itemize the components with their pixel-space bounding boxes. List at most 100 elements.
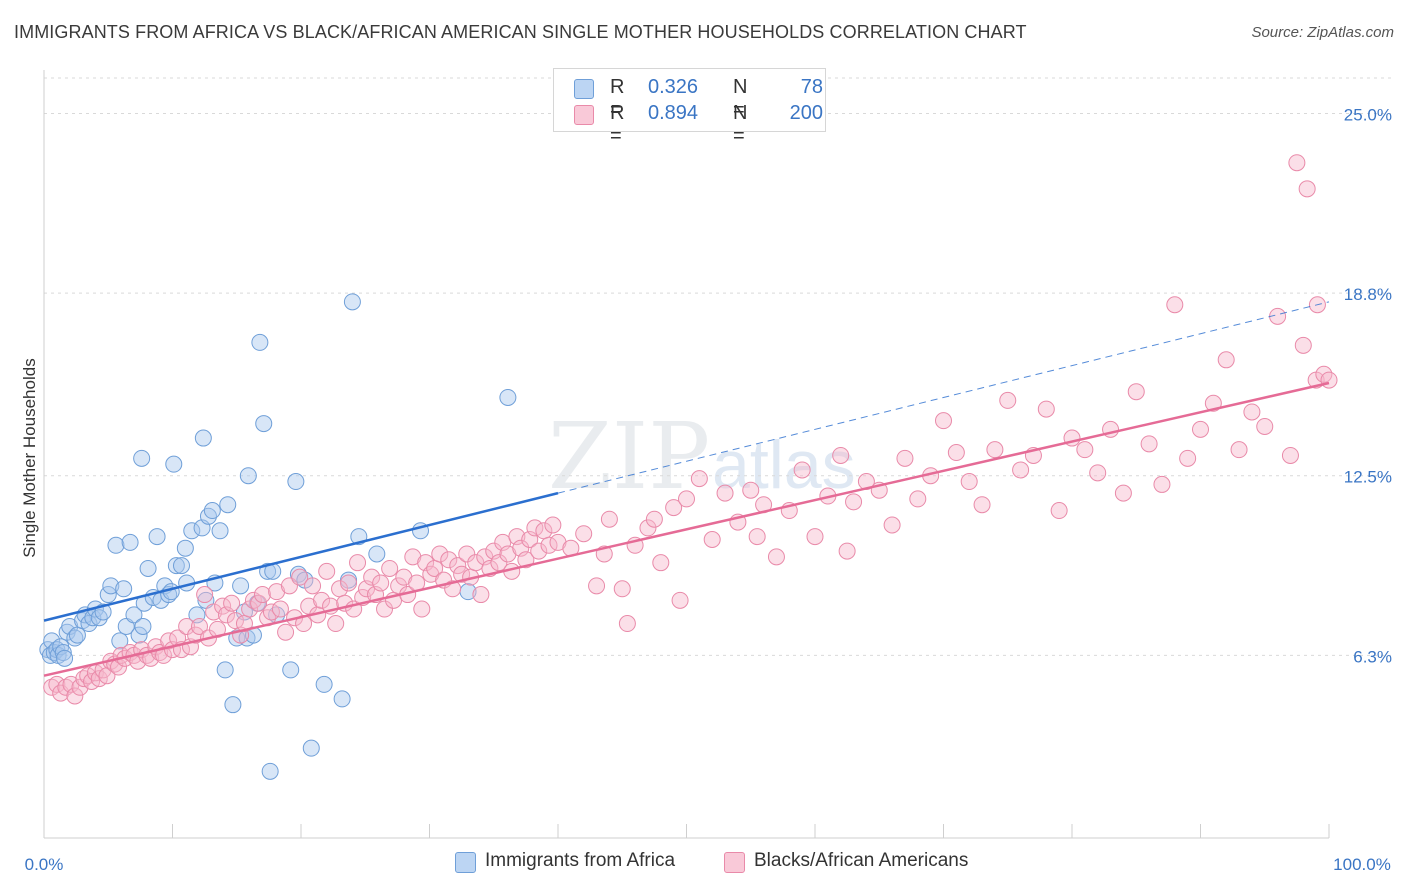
data-point-immigrants <box>139 559 157 577</box>
data-point-blacks <box>703 530 721 548</box>
trend-line-blacks <box>43 381 1330 677</box>
data-point-immigrants <box>165 455 183 473</box>
data-point-blacks <box>196 586 214 604</box>
data-point-immigrants <box>172 557 190 575</box>
y-tick-label: 18.8% <box>1344 285 1392 304</box>
data-point-blacks <box>223 594 241 612</box>
data-point-blacks <box>1127 383 1145 401</box>
trend-line-extension <box>557 301 1330 494</box>
data-point-blacks <box>349 554 367 572</box>
data-point-blacks <box>883 516 901 534</box>
data-point-immigrants <box>343 293 361 311</box>
data-point-immigrants <box>115 580 133 598</box>
data-point-immigrants <box>289 565 307 583</box>
data-point-blacks <box>271 600 289 618</box>
data-point-blacks <box>1166 296 1184 314</box>
y-tick-label: 6.3% <box>1353 647 1392 666</box>
data-point-immigrants <box>219 496 237 514</box>
legend-n-label: N = <box>733 76 748 121</box>
legend-r-value: 0.326 <box>648 76 699 98</box>
data-point-immigrants <box>261 762 279 780</box>
data-point-blacks <box>600 510 618 528</box>
data-point-immigrants <box>211 522 229 540</box>
legend-label: Blacks/African Americans <box>754 850 969 871</box>
data-point-blacks <box>1179 449 1197 467</box>
legend-n-value: 200 <box>789 102 823 124</box>
data-point-blacks <box>66 687 84 705</box>
data-point-blacks <box>678 490 695 508</box>
legend-r-value: 0.894 <box>648 102 699 124</box>
data-point-blacks <box>1243 403 1261 421</box>
data-point-blacks <box>618 615 636 633</box>
data-point-blacks <box>214 597 232 615</box>
data-point-immigrants <box>134 617 152 635</box>
legend-n-value: 78 <box>800 76 823 98</box>
data-point-blacks <box>453 565 471 583</box>
data-point-blacks <box>291 568 309 586</box>
data-point-blacks <box>1037 400 1055 418</box>
data-point-immigrants <box>167 557 185 575</box>
data-point-immigrants <box>148 528 166 546</box>
data-point-immigrants <box>130 626 148 644</box>
data-point-blacks <box>665 499 683 517</box>
data-point-blacks <box>458 545 476 563</box>
data-point-immigrants <box>66 629 84 647</box>
data-point-immigrants <box>216 661 234 679</box>
data-point-immigrants <box>56 649 74 667</box>
data-point-blacks <box>909 490 927 508</box>
data-point-blacks <box>277 623 295 641</box>
y-tick-label: 12.5% <box>1344 468 1392 487</box>
data-point-immigrants <box>107 536 125 554</box>
data-point-blacks <box>947 444 965 462</box>
data-point-blacks <box>1076 441 1094 459</box>
data-point-blacks <box>1298 180 1316 198</box>
legend-swatch-pink <box>724 852 745 873</box>
data-point-blacks <box>381 559 399 577</box>
data-point-blacks <box>1217 351 1235 369</box>
data-point-immigrants <box>282 661 300 679</box>
data-point-blacks <box>838 542 856 560</box>
source-label: Source: ZipAtlas.com <box>1251 24 1394 41</box>
data-point-blacks <box>1012 461 1030 479</box>
data-point-immigrants <box>235 603 253 621</box>
data-point-blacks <box>544 516 562 534</box>
data-point-blacks <box>1192 420 1209 438</box>
data-point-blacks <box>43 678 61 696</box>
data-point-blacks <box>1089 464 1107 482</box>
y-tick-label: 25.0% <box>1344 105 1392 124</box>
legend-label: Immigrants from Africa <box>485 850 676 871</box>
legend-swatch-blue <box>574 79 594 99</box>
data-point-immigrants <box>287 473 305 491</box>
legend-swatch-blue <box>455 852 476 873</box>
watermark-atlas: atlas <box>712 427 856 503</box>
data-point-blacks <box>652 554 670 572</box>
data-point-immigrants <box>133 449 151 467</box>
data-point-blacks <box>639 519 657 537</box>
data-point-blacks <box>376 600 394 618</box>
data-point-immigrants <box>176 539 194 557</box>
data-point-blacks <box>742 481 760 499</box>
data-point-blacks <box>1153 475 1171 493</box>
data-point-blacks <box>748 528 766 546</box>
data-point-blacks <box>490 554 508 572</box>
data-point-blacks <box>1140 435 1158 453</box>
data-point-blacks <box>986 441 1004 459</box>
data-point-blacks <box>372 574 390 592</box>
data-point-blacks <box>178 617 196 635</box>
trend-line-immigrants <box>43 491 559 622</box>
data-point-immigrants <box>368 545 386 563</box>
chart-title: IMMIGRANTS FROM AFRICA VS BLACK/AFRICAN … <box>14 22 1027 42</box>
data-point-blacks <box>1256 417 1274 435</box>
data-point-blacks <box>160 632 178 650</box>
x-tick-label: 100.0% <box>1333 855 1391 874</box>
data-point-blacks <box>613 580 631 598</box>
data-point-blacks <box>960 473 978 491</box>
data-point-immigrants <box>224 696 242 714</box>
data-point-immigrants <box>111 632 129 650</box>
data-point-blacks <box>845 493 863 511</box>
data-point-blacks <box>205 603 223 621</box>
data-point-blacks <box>1294 336 1312 354</box>
data-point-blacks <box>1320 371 1338 389</box>
data-point-blacks <box>190 617 208 635</box>
data-point-blacks <box>973 496 991 514</box>
